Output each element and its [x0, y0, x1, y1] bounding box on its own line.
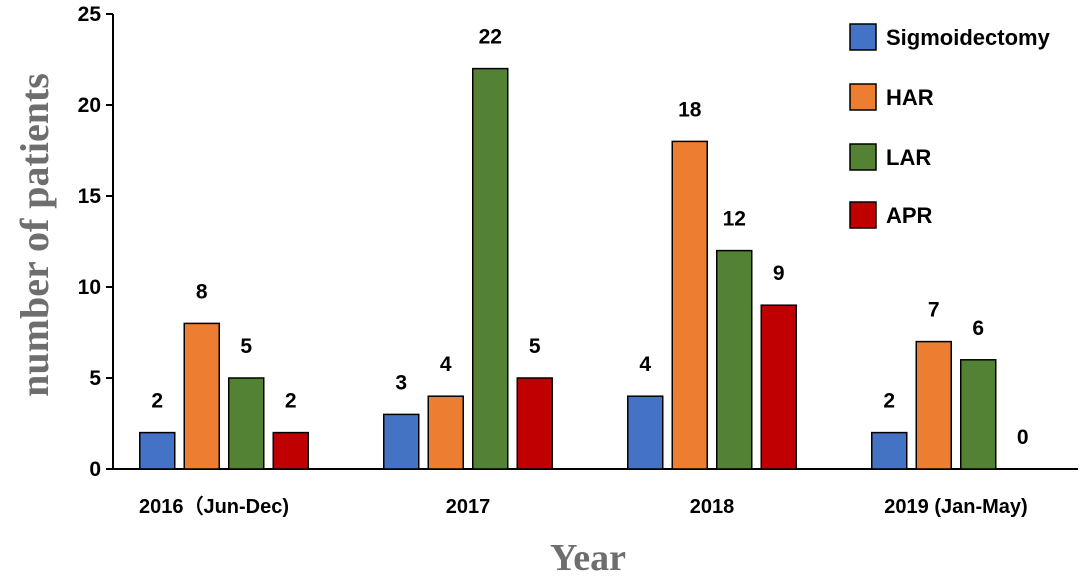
bar-lar-0: [228, 377, 265, 470]
data-label-sigmoidectomy-0: 2: [151, 390, 163, 413]
data-label-har-2: 18: [678, 98, 702, 121]
bar-har-3: [915, 340, 952, 470]
data-label-lar-3: 6: [972, 317, 984, 340]
data-label-apr-2: 9: [773, 262, 785, 285]
data-label-lar-1: 22: [479, 26, 502, 49]
x-category-label: 2019 (Jan-May): [884, 496, 1027, 518]
data-label-apr-3: 0: [1017, 426, 1029, 449]
legend-swatch-apr: [849, 201, 877, 229]
bar-sigmoidectomy-3: [871, 431, 908, 470]
x-axis-title: Year: [550, 537, 626, 576]
bar-sigmoidectomy-1: [383, 413, 420, 470]
x-axis-category-labels: 2016（Jun-Dec) 2017 2018 2019 (Jan-May): [139, 495, 1028, 518]
y-tick-label: 20: [78, 94, 101, 117]
data-label-apr-0: 2: [285, 390, 297, 413]
bar-sigmoidectomy-0: [139, 431, 176, 470]
bar-apr-0: [272, 431, 309, 470]
y-axis-ticks: 0 5 10 15 20 25: [78, 3, 113, 481]
x-category-label: 2017: [446, 496, 491, 518]
data-label-har-1: 4: [440, 353, 452, 376]
data-label-sigmoidectomy-3: 2: [883, 390, 895, 413]
legend: Sigmoidectomy HAR LAR APR: [849, 23, 1051, 229]
bar-apr-2: [760, 304, 797, 470]
legend-swatch-sigmoidectomy: [849, 23, 877, 51]
data-label-sigmoidectomy-1: 3: [395, 371, 407, 394]
data-label-har-0: 8: [196, 280, 208, 303]
data-label-lar-2: 12: [723, 208, 746, 231]
bars: [139, 67, 997, 470]
y-axis-title: number of patients: [12, 73, 57, 397]
bar-lar-1: [472, 67, 509, 470]
y-tick-label: 15: [78, 185, 102, 208]
bar-har-1: [427, 395, 464, 470]
data-label-har-3: 7: [928, 299, 940, 322]
bar-sigmoidectomy-2: [627, 395, 664, 470]
x-category-label: 2018: [690, 496, 735, 518]
data-label-lar-0: 5: [240, 335, 252, 358]
bar-lar-2: [716, 249, 753, 470]
legend-label-har: HAR: [886, 85, 934, 110]
y-tick-label: 0: [89, 458, 101, 481]
bar-har-0: [183, 322, 220, 470]
y-tick-label: 10: [78, 276, 101, 299]
bar-apr-1: [516, 377, 553, 470]
x-category-label: 2016（Jun-Dec): [139, 495, 289, 518]
data-label-apr-1: 5: [529, 335, 541, 358]
bar-har-2: [671, 140, 708, 470]
legend-swatch-lar: [849, 143, 877, 171]
data-labels: 2 3 4 2 8 4 18 7 5 22 12 6 2 5 9 0: [151, 26, 1028, 449]
y-tick-label: 5: [89, 367, 101, 390]
data-label-sigmoidectomy-2: 4: [639, 353, 651, 376]
y-tick-label: 25: [78, 3, 102, 26]
legend-label-sigmoidectomy: Sigmoidectomy: [886, 25, 1051, 50]
legend-label-lar: LAR: [886, 145, 931, 170]
legend-label-apr: APR: [886, 203, 933, 228]
bar-lar-3: [960, 359, 997, 470]
legend-swatch-har: [849, 83, 877, 111]
